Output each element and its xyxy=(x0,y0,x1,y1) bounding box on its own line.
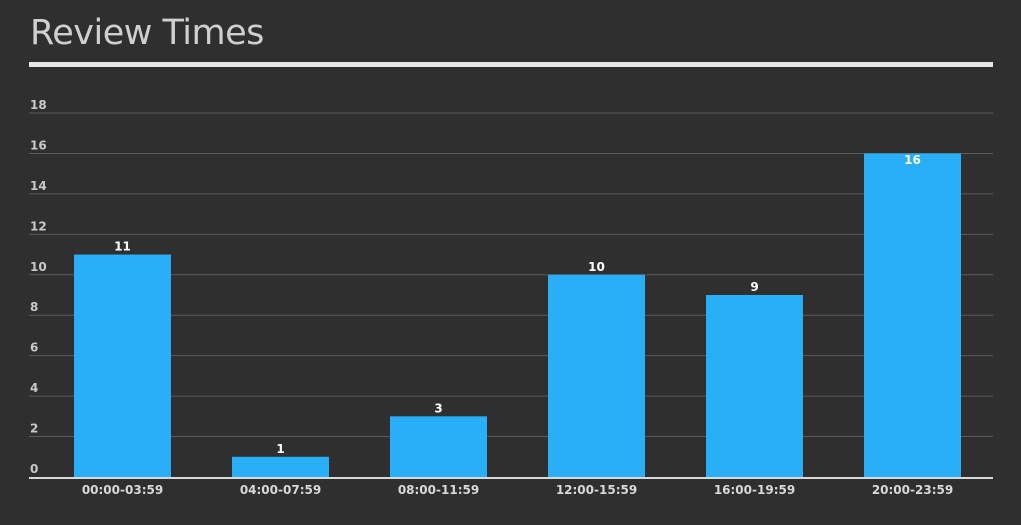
bars xyxy=(74,153,961,477)
bar-0800-1159 xyxy=(390,416,487,477)
data-label: 11 xyxy=(114,240,131,254)
bar-0400-0759 xyxy=(232,456,329,477)
x-tick-label: 08:00-11:59 xyxy=(398,483,479,497)
data-label: 10 xyxy=(588,260,605,274)
x-tick-label: 16:00-19:59 xyxy=(714,483,795,497)
data-label: 16 xyxy=(904,153,921,167)
y-tick-label: 12 xyxy=(30,219,47,233)
y-tick-label: 18 xyxy=(30,98,47,112)
y-tick-label: 16 xyxy=(30,138,47,152)
y-tick-label: 4 xyxy=(30,381,38,395)
gridlines xyxy=(29,112,993,438)
data-label: 9 xyxy=(750,280,758,294)
y-tick-label: 2 xyxy=(30,422,38,436)
y-tick-label: 8 xyxy=(30,300,38,314)
y-tick-label: 10 xyxy=(30,260,47,274)
x-tick-label: 04:00-07:59 xyxy=(240,483,321,497)
chart-title: Review Times xyxy=(30,13,264,53)
y-tick-label: 6 xyxy=(30,341,38,355)
bar-1600-1959 xyxy=(706,295,803,477)
bar-1200-1559 xyxy=(548,274,645,477)
bar-2000-2359 xyxy=(864,153,961,477)
x-tick-label: 00:00-03:59 xyxy=(82,483,163,497)
title-divider xyxy=(29,62,993,67)
data-label: 1 xyxy=(276,442,284,456)
x-axis-ticks: 00:00-03:59 04:00-07:59 08:00-11:59 12:00-1… xyxy=(82,483,953,497)
y-tick-label: 0 xyxy=(30,462,38,476)
bar-0000-0359 xyxy=(74,254,171,477)
x-tick-label: 12:00-15:59 xyxy=(556,483,637,497)
data-label: 3 xyxy=(434,401,442,415)
y-tick-label: 14 xyxy=(30,179,47,193)
y-axis-ticks: 0 2 4 6 8 10 12 14 16 18 xyxy=(30,98,47,476)
x-tick-label: 20:00-23:59 xyxy=(872,483,953,497)
